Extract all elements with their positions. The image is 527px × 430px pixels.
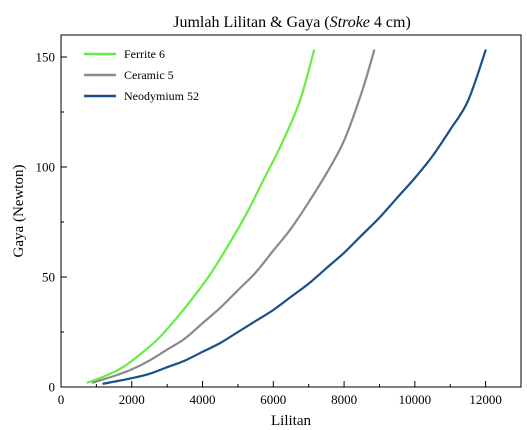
y-tick-label: 0 bbox=[49, 380, 56, 395]
y-tick-label: 50 bbox=[42, 270, 55, 285]
y-axis: 0 50 100 150 bbox=[36, 50, 67, 395]
series-lines bbox=[86, 49, 487, 385]
legend-label-2: Neodymium 52 bbox=[124, 89, 199, 103]
plot-frame bbox=[60, 34, 522, 388]
x-tick-label: 6000 bbox=[260, 392, 286, 407]
x-tick-label: 10000 bbox=[399, 392, 432, 407]
x-tick-label: 8000 bbox=[331, 392, 357, 407]
x-tick-label: 12000 bbox=[469, 392, 502, 407]
series-line-1 bbox=[91, 49, 376, 384]
y-axis-label: Gaya (Newton) bbox=[11, 165, 27, 258]
legend-label-1: Ceramic 5 bbox=[124, 68, 174, 82]
legend-label-0: Ferrite 6 bbox=[124, 47, 165, 61]
y-tick-label: 100 bbox=[36, 160, 56, 175]
chart-title: Jumlah Lilitan & Gaya (Stroke 4 cm) bbox=[173, 14, 411, 31]
x-axis: 0 2000 4000 6000 8000 10000 12000 bbox=[58, 381, 502, 407]
y-tick-label: 150 bbox=[36, 50, 56, 65]
legend: Ferrite 6 Ceramic 5 Neodymium 52 bbox=[84, 47, 199, 103]
x-tick-label: 0 bbox=[58, 392, 65, 407]
series-line-2 bbox=[102, 49, 487, 385]
series-line-0 bbox=[86, 49, 316, 384]
x-tick-label: 4000 bbox=[190, 392, 216, 407]
x-axis-label: Lilitan bbox=[271, 413, 311, 429]
x-tick-label: 2000 bbox=[119, 392, 145, 407]
